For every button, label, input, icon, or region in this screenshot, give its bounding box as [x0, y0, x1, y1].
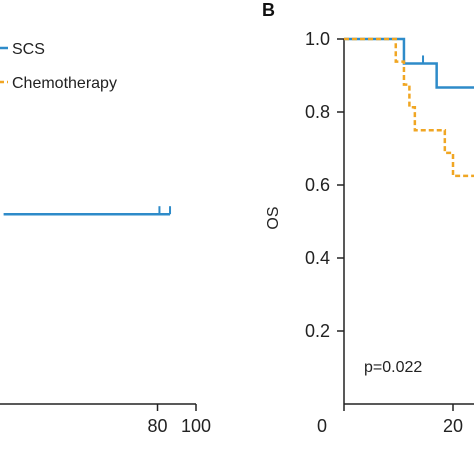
- panel-b-series: [344, 37, 474, 178]
- panel-b-series-chemotherapy: [344, 37, 474, 178]
- panel-a: SCS Chemotherapy 80 100: [0, 41, 211, 436]
- p-value-annotation: p=0.022: [364, 359, 422, 376]
- panel-b-y-tick-label-0-8: 0.8: [305, 102, 330, 122]
- panel-b-series-scs: [344, 37, 474, 89]
- panel-b-y-tick-label-1-0: 1.0: [305, 29, 330, 49]
- panel-b-x-tick-label-20: 20: [443, 416, 463, 436]
- legend: SCS Chemotherapy: [0, 41, 117, 92]
- panel-label-b: B: [262, 0, 275, 20]
- panel-a-series: [3, 206, 172, 216]
- panel-a-x-ticks: 80 100: [148, 404, 211, 436]
- y-axis-label: OS: [265, 206, 282, 229]
- panel-b-y-tick-label-0-2: 0.2: [305, 321, 330, 341]
- panel-b-x-ticks: 0 20: [317, 404, 463, 436]
- panel-a-x-tick-label-80: 80: [148, 416, 168, 436]
- panel-b-y-ticks: 1.0 0.8 0.6 0.4 0.2: [305, 29, 344, 341]
- panel-b-x-tick-label-0: 0: [317, 416, 327, 436]
- panel-b: B OS 1.0 0.8 0.6 0.4 0.2 0 20 p=0.022: [262, 0, 474, 436]
- panel-b-y-tick-label-0-4: 0.4: [305, 248, 330, 268]
- panel-b-y-tick-label-0-6: 0.6: [305, 175, 330, 195]
- legend-label-chemotherapy: Chemotherapy: [12, 75, 117, 92]
- panel-a-x-tick-label-100: 100: [181, 416, 211, 436]
- legend-label-scs: SCS: [12, 41, 45, 58]
